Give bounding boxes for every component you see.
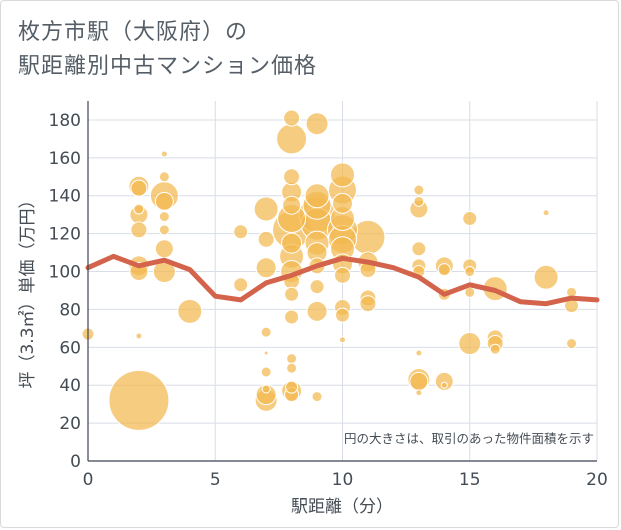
chart-title: 枚方市駅（大阪府）の 駅距離別中古マンション価格	[18, 16, 317, 84]
bubble	[255, 257, 277, 279]
bubble	[257, 230, 275, 248]
bubble	[566, 338, 578, 350]
bubble	[177, 298, 203, 324]
bubble	[158, 224, 170, 236]
bubble	[304, 183, 330, 209]
axes: 0 20 40 60 80 100 120 140 160 180 0 5 10 15 20	[49, 101, 608, 490]
bubble	[233, 224, 249, 240]
bubble	[130, 179, 148, 197]
bubble-size-note: 円の大きさは、取引のあった物件面積を示す	[344, 431, 594, 446]
bubble	[411, 241, 427, 257]
bubble	[533, 264, 559, 290]
x-tick-label: 5	[210, 470, 221, 490]
bubble	[263, 350, 269, 356]
bubble	[542, 209, 550, 217]
y-tick-label: 120	[49, 225, 81, 245]
bubble	[130, 221, 148, 239]
x-tick-label: 0	[83, 470, 94, 490]
y-tick-label: 140	[49, 187, 81, 207]
chart-title-line-1: 枚方市駅（大阪府）の	[18, 20, 249, 45]
bubble	[413, 195, 425, 207]
bubble	[335, 307, 350, 323]
x-tick-label: 10	[332, 470, 354, 490]
y-tick-label: 180	[49, 111, 81, 131]
bubble	[306, 300, 328, 322]
bubble	[334, 266, 351, 284]
trend-line-layer	[85, 253, 600, 307]
bubble	[283, 109, 301, 127]
bubble	[440, 381, 448, 389]
chart-title-line-2: 駅距離別中古マンション価格	[18, 54, 318, 79]
bubble	[464, 286, 476, 298]
bubble	[108, 369, 170, 431]
bubble	[434, 371, 454, 391]
bubble	[309, 279, 325, 295]
bubble	[253, 196, 279, 222]
trend-line	[85, 253, 600, 307]
bubble	[311, 391, 323, 403]
bubble	[415, 349, 423, 357]
bubble	[282, 195, 302, 215]
bubble	[284, 309, 300, 325]
bubble	[276, 123, 308, 155]
y-tick-label: 0	[70, 452, 81, 472]
bubble	[458, 332, 482, 356]
bubble	[260, 366, 272, 378]
bubble	[409, 371, 429, 391]
bubble	[281, 232, 303, 254]
bubble	[305, 112, 329, 136]
x-tick-label: 15	[459, 470, 481, 490]
x-tick-label: 20	[586, 470, 608, 490]
bubble	[415, 389, 423, 397]
bubble	[160, 150, 168, 158]
y-tick-label: 100	[49, 263, 81, 283]
y-tick-label: 40	[59, 376, 81, 396]
bubble	[233, 277, 249, 293]
bubble	[260, 326, 272, 338]
bubble	[135, 332, 143, 340]
bubble	[464, 266, 476, 278]
y-axis-title: 坪（3.3㎡）単価（万円）	[18, 191, 38, 388]
bubble	[286, 353, 298, 365]
bubble	[413, 184, 425, 196]
bubble	[489, 343, 501, 355]
bubble	[261, 384, 271, 394]
bubble	[283, 168, 301, 186]
bubble	[158, 171, 170, 183]
bubble	[339, 336, 346, 344]
bubble	[154, 191, 174, 211]
bubble	[437, 263, 451, 277]
bubble	[286, 362, 298, 374]
bubble	[285, 380, 299, 394]
bubble	[462, 210, 478, 226]
y-tick-label: 80	[59, 300, 81, 320]
bubble	[330, 162, 355, 188]
bubble	[284, 286, 300, 302]
bubble	[158, 211, 170, 223]
bubble	[154, 239, 174, 259]
y-tick-label: 20	[59, 414, 81, 434]
bubble	[133, 203, 145, 215]
y-tick-label: 160	[49, 149, 81, 169]
bubble	[359, 295, 377, 313]
y-tick-label: 60	[59, 338, 81, 358]
bubble	[332, 192, 353, 214]
x-axis-title: 駅距離（分）	[291, 497, 393, 517]
